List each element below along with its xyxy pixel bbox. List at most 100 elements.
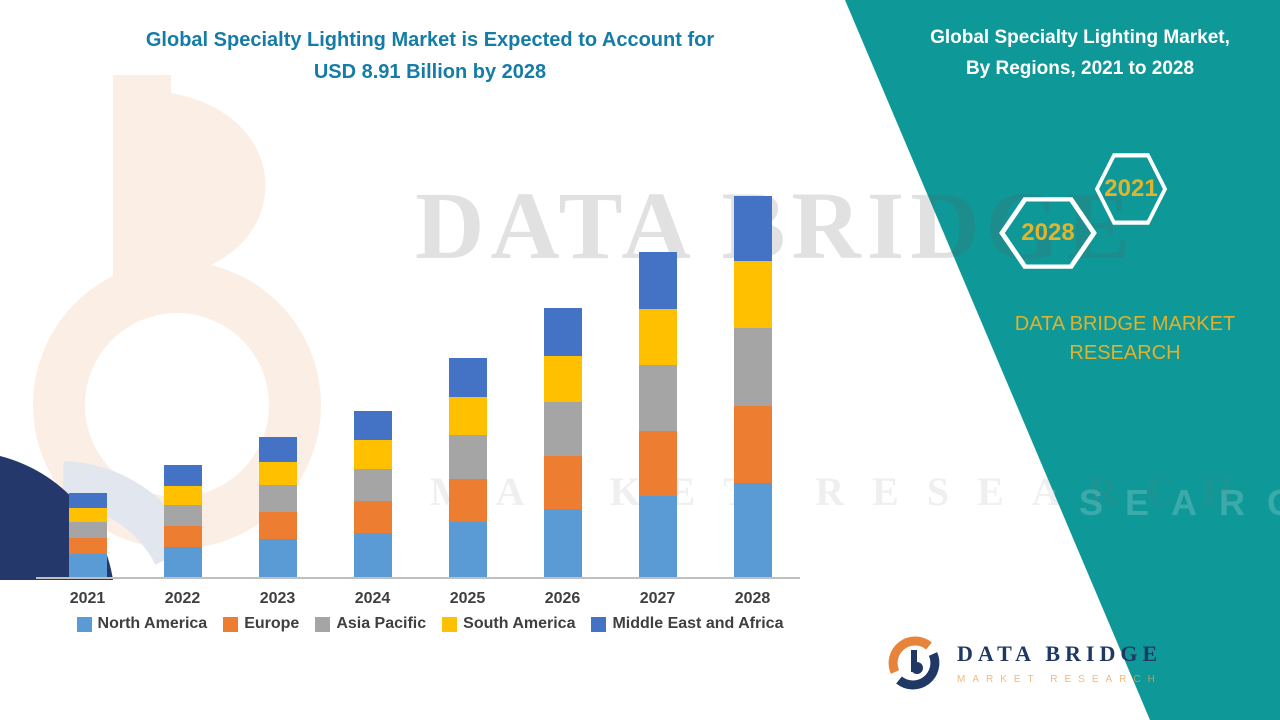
side-panel-heading-line1: Global Specialty Lighting Market, (930, 27, 1230, 48)
legend-swatch-icon (591, 616, 607, 632)
legend-item-south-america: South America (442, 615, 575, 633)
bar-segment-south-america (448, 397, 487, 435)
side-panel-heading-line2: By Regions, 2021 to 2028 (965, 58, 1195, 79)
legend-item-north-america: North America (76, 615, 208, 633)
bar-segment-south-america (258, 462, 297, 485)
x-axis-label-2021: 2021 (69, 590, 106, 607)
stacked-bar-2023 (258, 437, 297, 577)
bar-segment-north-america (448, 522, 487, 577)
stacked-bar-2026 (543, 308, 582, 577)
legend-label: North America (97, 615, 208, 632)
legend-item-asia-pacific: Asia Pacific (315, 615, 426, 633)
stacked-bar-2027 (638, 252, 677, 577)
x-axis-labels: 2021 2022 2023 2024 2025 2026 2027 2028 (40, 590, 800, 608)
hexagon-outline-icon (999, 197, 1097, 269)
bar-segment-asia-pacific (68, 522, 107, 538)
bar-segment-europe (258, 512, 297, 539)
x-axis-label-2028: 2028 (734, 590, 771, 607)
footer-logo: DATA BRIDGE MARKET RESEARCH (885, 634, 1162, 692)
hexagon-badge-2028: 2028 (998, 196, 1098, 270)
watermark-logo-stem (113, 75, 171, 287)
x-axis-label-2022: 2022 (164, 590, 201, 607)
chart-legend: North America Europe Asia Pacific South Ame… (30, 615, 830, 633)
side-panel-faded-watermark: RESEARCH (985, 482, 1280, 523)
bar-segment-middle-east-and-africa (543, 308, 582, 356)
chart-title-line2: USD 8.91 Billion by 2028 (313, 61, 547, 83)
bar-segment-north-america (68, 554, 107, 577)
watermark-text-databridge: DATA BRIDGE (415, 172, 1137, 279)
bar-segment-middle-east-and-africa (163, 465, 202, 486)
legend-swatch-icon (223, 616, 239, 632)
bar-segment-europe (448, 479, 487, 522)
stacked-bar-2021 (68, 493, 107, 577)
side-panel-brand-line1: DATA BRIDGE MARKET (1014, 313, 1236, 335)
legend-label: South America (463, 615, 576, 632)
bar-segment-south-america (638, 309, 677, 365)
legend-item-europe: Europe (223, 615, 299, 633)
bar-segment-north-america (543, 509, 582, 577)
legend-item-middle-east-and-africa: Middle East and Africa (591, 615, 783, 633)
footer-logo-text: DATA BRIDGE MARKET RESEARCH (957, 641, 1162, 685)
side-panel-heading: Global Specialty Lighting Market, By Reg… (895, 22, 1265, 84)
side-panel-brand-text: DATA BRIDGE MARKET RESEARCH (955, 310, 1280, 368)
chart-title: Global Specialty Lighting Market is Expe… (60, 24, 800, 88)
x-axis-label-2027: 2027 (639, 590, 676, 607)
bar-segment-asia-pacific (638, 365, 677, 431)
bar-segment-asia-pacific (258, 485, 297, 512)
x-axis-line (36, 577, 800, 579)
legend-label: Middle East and Africa (612, 615, 784, 632)
x-axis-label-2026: 2026 (544, 590, 581, 607)
bar-segment-south-america (68, 508, 107, 522)
bars (40, 196, 800, 577)
chart-title-line1: Global Specialty Lighting Market is Expe… (145, 29, 715, 51)
hexagon-badge-2021-label: 2021 (1104, 175, 1158, 202)
stacked-bar-2025 (448, 358, 487, 577)
bar-segment-europe (163, 526, 202, 547)
bar-segment-asia-pacific (543, 402, 582, 456)
footer-logo-subtitle: MARKET RESEARCH (957, 674, 1162, 685)
bar-segment-europe (733, 406, 772, 483)
bar-segment-north-america (638, 496, 677, 577)
bar-segment-europe (638, 431, 677, 496)
stacked-bar-2024 (353, 411, 392, 577)
bar-segment-europe (68, 538, 107, 554)
bar-segment-asia-pacific (163, 505, 202, 526)
bar-segment-asia-pacific (353, 469, 392, 501)
x-axis-label-2025: 2025 (449, 590, 486, 607)
bar-segment-middle-east-and-africa (733, 196, 772, 261)
bar-segment-south-america (733, 261, 772, 328)
bar-segment-north-america (353, 533, 392, 577)
bar-segment-south-america (353, 440, 392, 469)
bar-segment-north-america (733, 483, 772, 577)
bar-segment-europe (543, 456, 582, 509)
watermark-logo-flag (171, 93, 266, 277)
bar-segment-north-america (258, 539, 297, 577)
databridge-logo-icon (888, 636, 940, 690)
legend-label: Asia Pacific (336, 615, 427, 632)
bar-segment-middle-east-and-africa (638, 252, 677, 309)
bar-segment-middle-east-and-africa (353, 411, 392, 440)
stacked-bar-2022 (163, 465, 202, 577)
hexagon-badge-2028-label: 2028 (1021, 219, 1075, 246)
bar-segment-europe (353, 501, 392, 533)
bar-segment-middle-east-and-africa (448, 358, 487, 397)
bar-segment-south-america (543, 356, 582, 402)
hexagon-outline-icon (1094, 153, 1168, 225)
bar-segment-asia-pacific (733, 328, 772, 406)
bar-segment-asia-pacific (448, 435, 487, 479)
stacked-bar-2028 (733, 196, 772, 577)
legend-swatch-icon (442, 616, 458, 632)
legend-label: Europe (244, 615, 300, 632)
legend-swatch-icon (76, 616, 92, 632)
side-panel-brand-line2: RESEARCH (1069, 342, 1181, 364)
bar-segment-middle-east-and-africa (258, 437, 297, 462)
x-axis-label-2024: 2024 (354, 590, 391, 607)
bar-segment-middle-east-and-africa (68, 493, 107, 508)
footer-logo-name: DATA BRIDGE (957, 641, 1163, 666)
legend-swatch-icon (315, 616, 331, 632)
x-axis-label-2023: 2023 (259, 590, 296, 607)
bar-segment-south-america (163, 486, 202, 505)
bar-segment-north-america (163, 547, 202, 577)
hexagon-badge-2021: 2021 (1094, 152, 1168, 226)
